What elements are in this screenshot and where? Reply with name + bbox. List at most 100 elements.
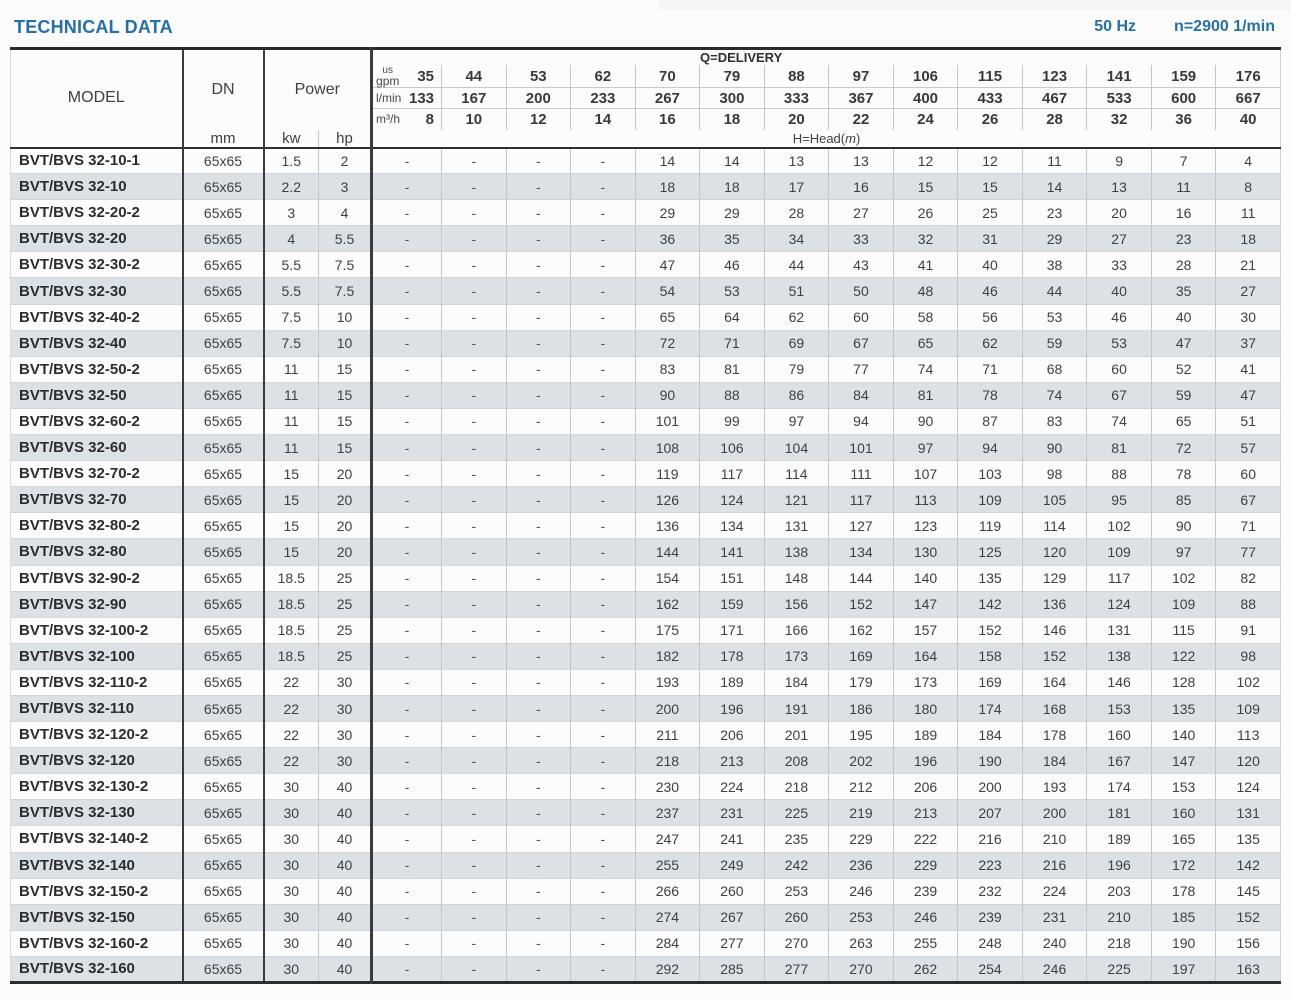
head-cell: 14: [699, 147, 765, 174]
head-cell: 236: [828, 851, 894, 879]
delivery-value: 115: [957, 65, 1023, 88]
head-cell: 88: [699, 381, 765, 409]
head-cell: 158: [957, 642, 1023, 670]
model-cell: BVT/BVS 32-60-2: [10, 407, 184, 435]
head-cell: -: [505, 460, 571, 487]
head-cell: 72: [634, 329, 700, 357]
head-cell: -: [570, 303, 636, 331]
header-specs: 50 Hz n=2900 1/min: [1094, 18, 1275, 36]
head-cell: 83: [1021, 407, 1087, 435]
table-row: BVT/BVS 32-40-2 65x65 7.5 10- - - -65 64 62 60 58 5…: [10, 303, 1281, 331]
frequency-label: 50 Hz: [1094, 18, 1137, 35]
hp-cell: 40: [317, 955, 374, 983]
head-cell: 67: [1215, 486, 1281, 513]
head-cell: 138: [763, 538, 829, 565]
head-cell: 164: [892, 642, 958, 670]
head-cell: -: [505, 434, 571, 461]
delivery-value: 24: [892, 108, 958, 130]
head-cell: -: [570, 381, 636, 409]
head-cell: 284: [634, 929, 700, 957]
head-cell: -: [570, 616, 636, 644]
head-cell: 85: [1150, 486, 1216, 513]
delivery-value: 44: [441, 65, 507, 88]
model-cell: BVT/BVS 32-130: [10, 799, 184, 826]
model-cell: BVT/BVS 32-160-2: [10, 929, 184, 957]
delivery-value: 53: [505, 65, 571, 88]
head-cell: -: [371, 225, 442, 252]
model-cell: BVT/BVS 32-40-2: [10, 303, 184, 331]
hp-cell: 30: [317, 668, 374, 696]
head-cell: 253: [828, 903, 894, 931]
head-cell: 17: [763, 173, 829, 200]
head-cell: -: [441, 460, 507, 487]
head-cell: -: [570, 538, 636, 565]
dn-cell: 65x65: [182, 903, 265, 931]
head-cell: 169: [828, 642, 894, 670]
kw-cell: 4: [263, 225, 319, 252]
head-cell: -: [570, 407, 636, 435]
delivery-unit-cell-l-min: l/min 133: [371, 87, 442, 109]
head-cell: 90: [1021, 434, 1087, 461]
dn-cell: 65x65: [182, 616, 265, 644]
table-row: BVT/BVS 32-50-2 65x65 11 15- - - -83 81 79 77 74 71…: [10, 355, 1281, 383]
head-cell: 107: [892, 460, 958, 487]
head-cell: 18: [1215, 225, 1281, 252]
model-cell: BVT/BVS 32-100-2: [10, 616, 184, 644]
head-cell: 106: [699, 434, 765, 461]
table-row: BVT/BVS 32-60-2 65x65 11 15- - - -101 99 97 94 90 8…: [10, 407, 1281, 435]
head-cell: 144: [828, 564, 894, 592]
head-cell: 125: [957, 538, 1023, 565]
hp-cell: 20: [317, 486, 374, 513]
dn-cell: 65x65: [182, 773, 265, 800]
head-cell: -: [441, 799, 507, 826]
delivery-value: 62: [570, 65, 636, 88]
dn-cell: 65x65: [182, 303, 265, 331]
head-cell: 254: [957, 955, 1023, 983]
head-cell: 41: [1215, 355, 1281, 383]
table-header: MODEL DN Power Q=DELIVERY us gpm 35 44 53 62 7…: [10, 48, 1281, 148]
delivery-value: 88: [763, 65, 829, 88]
kw-cell: 15: [263, 486, 319, 513]
kw-cell: 11: [263, 355, 319, 383]
head-cell: 151: [699, 564, 765, 592]
head-cell: 30: [1215, 303, 1281, 331]
head-cell: 162: [828, 616, 894, 644]
dn-cell: 65x65: [182, 538, 265, 565]
head-cell: 51: [1215, 407, 1281, 435]
dn-cell: 65x65: [182, 721, 265, 748]
hp-cell: 30: [317, 694, 374, 722]
head-cell: -: [371, 851, 442, 879]
kw-cell: 30: [263, 825, 319, 853]
head-cell: 91: [1215, 616, 1281, 644]
head-cell: -: [570, 355, 636, 383]
head-cell: 101: [634, 407, 700, 435]
column-header-power: Power: [263, 48, 374, 130]
model-cell: BVT/BVS 32-130-2: [10, 773, 184, 800]
head-cell: 53: [1086, 329, 1152, 357]
head-cell: -: [570, 773, 636, 800]
head-cell: -: [441, 955, 507, 983]
head-cell: -: [371, 668, 442, 696]
head-cell: 206: [892, 773, 958, 800]
model-cell: BVT/BVS 32-70-2: [10, 460, 184, 487]
head-cell: 43: [828, 251, 894, 278]
head-cell: 31: [957, 225, 1023, 252]
head-cell: 121: [763, 486, 829, 513]
head-cell: 123: [892, 512, 958, 539]
hp-cell: 10: [317, 303, 374, 331]
technical-data-table: MODEL DN Power Q=DELIVERY us gpm 35 44 53 62 7…: [10, 47, 1281, 984]
head-cell: -: [570, 434, 636, 461]
head-cell: 263: [828, 929, 894, 957]
delivery-unit-label-m3-h: m³/h: [376, 113, 400, 125]
head-cell: 178: [1021, 721, 1087, 748]
column-header-model: MODEL: [10, 48, 184, 148]
head-cell: 222: [892, 825, 958, 853]
head-cell: 173: [892, 668, 958, 696]
head-cell: 160: [1086, 721, 1152, 748]
head-cell: 60: [828, 303, 894, 331]
delivery-value: 600: [1150, 87, 1216, 109]
head-cell: -: [441, 303, 507, 331]
head-cell: 28: [763, 199, 829, 226]
head-cell: 103: [957, 460, 1023, 487]
delivery-value: 367: [828, 87, 894, 109]
